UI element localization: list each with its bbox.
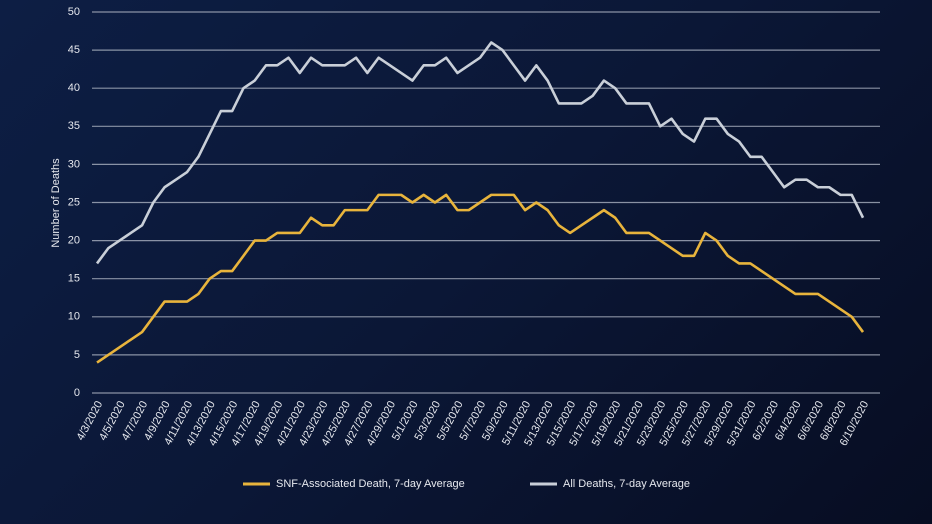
series-line xyxy=(95,41,865,265)
legend-label: SNF-Associated Death, 7-day Average xyxy=(276,478,465,490)
y-tick-label: 5 xyxy=(74,349,80,361)
y-tick-label: 10 xyxy=(68,311,80,323)
y-tick-label: 40 xyxy=(68,82,80,94)
y-axis-label: Number of Deaths xyxy=(50,158,62,248)
y-tick-label: 15 xyxy=(68,273,80,285)
y-tick-label: 35 xyxy=(68,120,80,132)
y-tick-label: 0 xyxy=(74,387,80,399)
y-tick-label: 20 xyxy=(68,235,80,247)
y-tick-label: 50 xyxy=(68,6,80,18)
legend-label: All Deaths, 7-day Average xyxy=(563,478,690,490)
y-tick-label: 45 xyxy=(68,44,80,56)
series-line xyxy=(96,193,865,364)
y-tick-label: 25 xyxy=(68,196,80,208)
y-tick-label: 30 xyxy=(68,158,80,170)
